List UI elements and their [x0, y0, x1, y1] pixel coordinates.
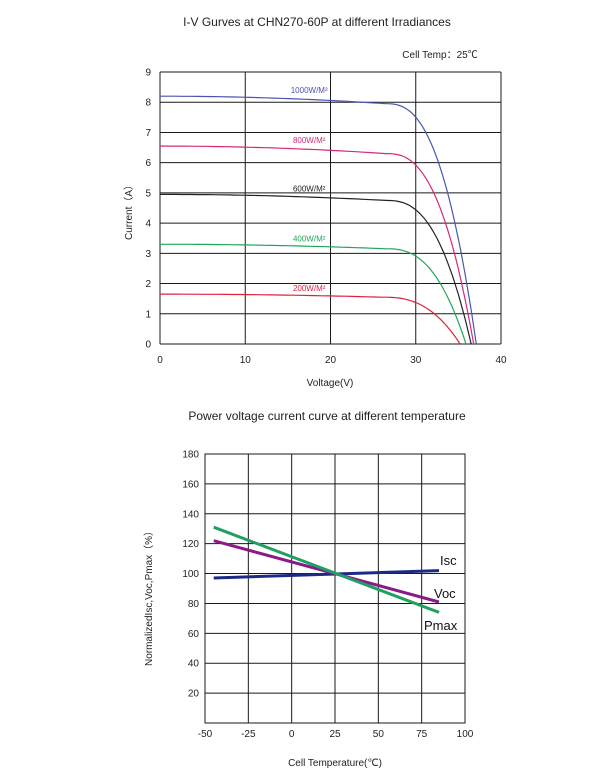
chart1-series-line-400w-m — [160, 243, 467, 345]
chart2-x-tick-100: 100 — [457, 729, 474, 740]
chart1-y-tick-3: 3 — [145, 249, 151, 260]
chart1-ticks: 0 1 2 3 4 5 6 7 8 9 0 10 20 30 40 — [145, 68, 507, 367]
chart2-x-tick-0: 0 — [289, 729, 295, 740]
chart2-y-axis-label: NormalizedIsc,Voc,Pmax（%） — [143, 526, 155, 666]
chart1-series-label-1000w-m: 1000W/M² — [291, 86, 328, 95]
chart1-x-axis-label: Voltage(V) — [307, 378, 354, 389]
chart1-series-label-800w-m: 800W/M² — [293, 136, 326, 145]
chart1-y-tick-7: 7 — [145, 128, 151, 139]
chart2-series-labels: Isc Voc Pmax — [424, 553, 458, 633]
chart1-x-tick-40: 40 — [495, 355, 507, 366]
chart1-y-tick-1: 1 — [145, 309, 151, 320]
chart2-y-tick-160: 160 — [182, 479, 199, 490]
chart1-x-tick-30: 30 — [410, 355, 422, 366]
chart1-y-tick-2: 2 — [145, 279, 151, 290]
chart1-series-line-800w-m — [159, 145, 475, 345]
chart2-series-line-pmax — [213, 525, 440, 614]
chart2-y-tick-20: 20 — [188, 689, 200, 700]
chart2-series — [213, 525, 440, 614]
chart1-series-line-1000w-m — [160, 95, 477, 345]
chart2-y-tick-80: 80 — [188, 599, 200, 610]
chart2-series-label-isc: Isc — [440, 553, 457, 568]
iv-curves-chart: I-V Gurves at CHN270-60P at different Ir… — [123, 15, 507, 389]
chart1-x-tick-10: 10 — [240, 355, 252, 366]
chart1-y-tick-6: 6 — [145, 158, 151, 169]
chart2-x-tick-75: 75 — [416, 729, 428, 740]
chart2-series-label-voc: Voc — [434, 586, 456, 601]
chart1-y-axis-label: Current（A） — [123, 180, 135, 240]
chart1-series-label-600w-m: 600W/M² — [293, 184, 326, 193]
chart2-series-label-pmax: Pmax — [424, 618, 458, 633]
chart2-series-line-isc — [213, 569, 440, 580]
chart1-x-tick-0: 0 — [157, 355, 163, 366]
chart2-y-tick-140: 140 — [182, 509, 199, 520]
chart2-x-tick--25: -25 — [241, 729, 256, 740]
chart1-title: I-V Gurves at CHN270-60P at different Ir… — [183, 15, 451, 29]
chart2-x-tick-25: 25 — [329, 729, 341, 740]
chart2-x-axis-label: Cell Temperature(℃) — [288, 758, 382, 769]
chart1-series — [159, 95, 477, 345]
chart1-x-tick-20: 20 — [325, 355, 337, 366]
chart2-grid — [204, 453, 466, 724]
chart1-grid — [159, 71, 502, 345]
temperature-chart: Power voltage current curve at different… — [143, 409, 474, 769]
chart2-y-tick-120: 120 — [182, 539, 199, 550]
chart2-y-tick-40: 40 — [188, 659, 200, 670]
chart1-series-line-600w-m — [160, 193, 472, 345]
chart2-ticks: 20 40 60 80 100 120 140 160 180 -50 -25 0 25 50 75 100 — [182, 450, 473, 741]
chart1-cell-temp-note: Cell Temp：25℃ — [402, 50, 477, 61]
chart1-series-line-200w-m — [160, 293, 461, 345]
chart2-x-tick-50: 50 — [373, 729, 385, 740]
chart2-y-tick-180: 180 — [182, 450, 199, 461]
chart1-series-label-200w-m: 200W/M² — [293, 284, 326, 293]
chart1-series-label-400w-m: 400W/M² — [293, 234, 326, 243]
chart1-y-tick-4: 4 — [145, 219, 151, 230]
chart2-x-tick--50: -50 — [198, 729, 213, 740]
chart1-y-tick-8: 8 — [145, 98, 151, 109]
chart1-y-tick-0: 0 — [145, 340, 151, 351]
chart2-title: Power voltage current curve at different… — [188, 409, 466, 423]
chart1-y-tick-5: 5 — [145, 188, 151, 199]
chart2-y-tick-100: 100 — [182, 569, 199, 580]
chart1-series-labels: 1000W/M² 800W/M² 600W/M² 400W/M² 200W/M² — [291, 86, 328, 293]
chart2-y-tick-60: 60 — [188, 629, 200, 640]
chart1-y-tick-9: 9 — [145, 68, 151, 79]
